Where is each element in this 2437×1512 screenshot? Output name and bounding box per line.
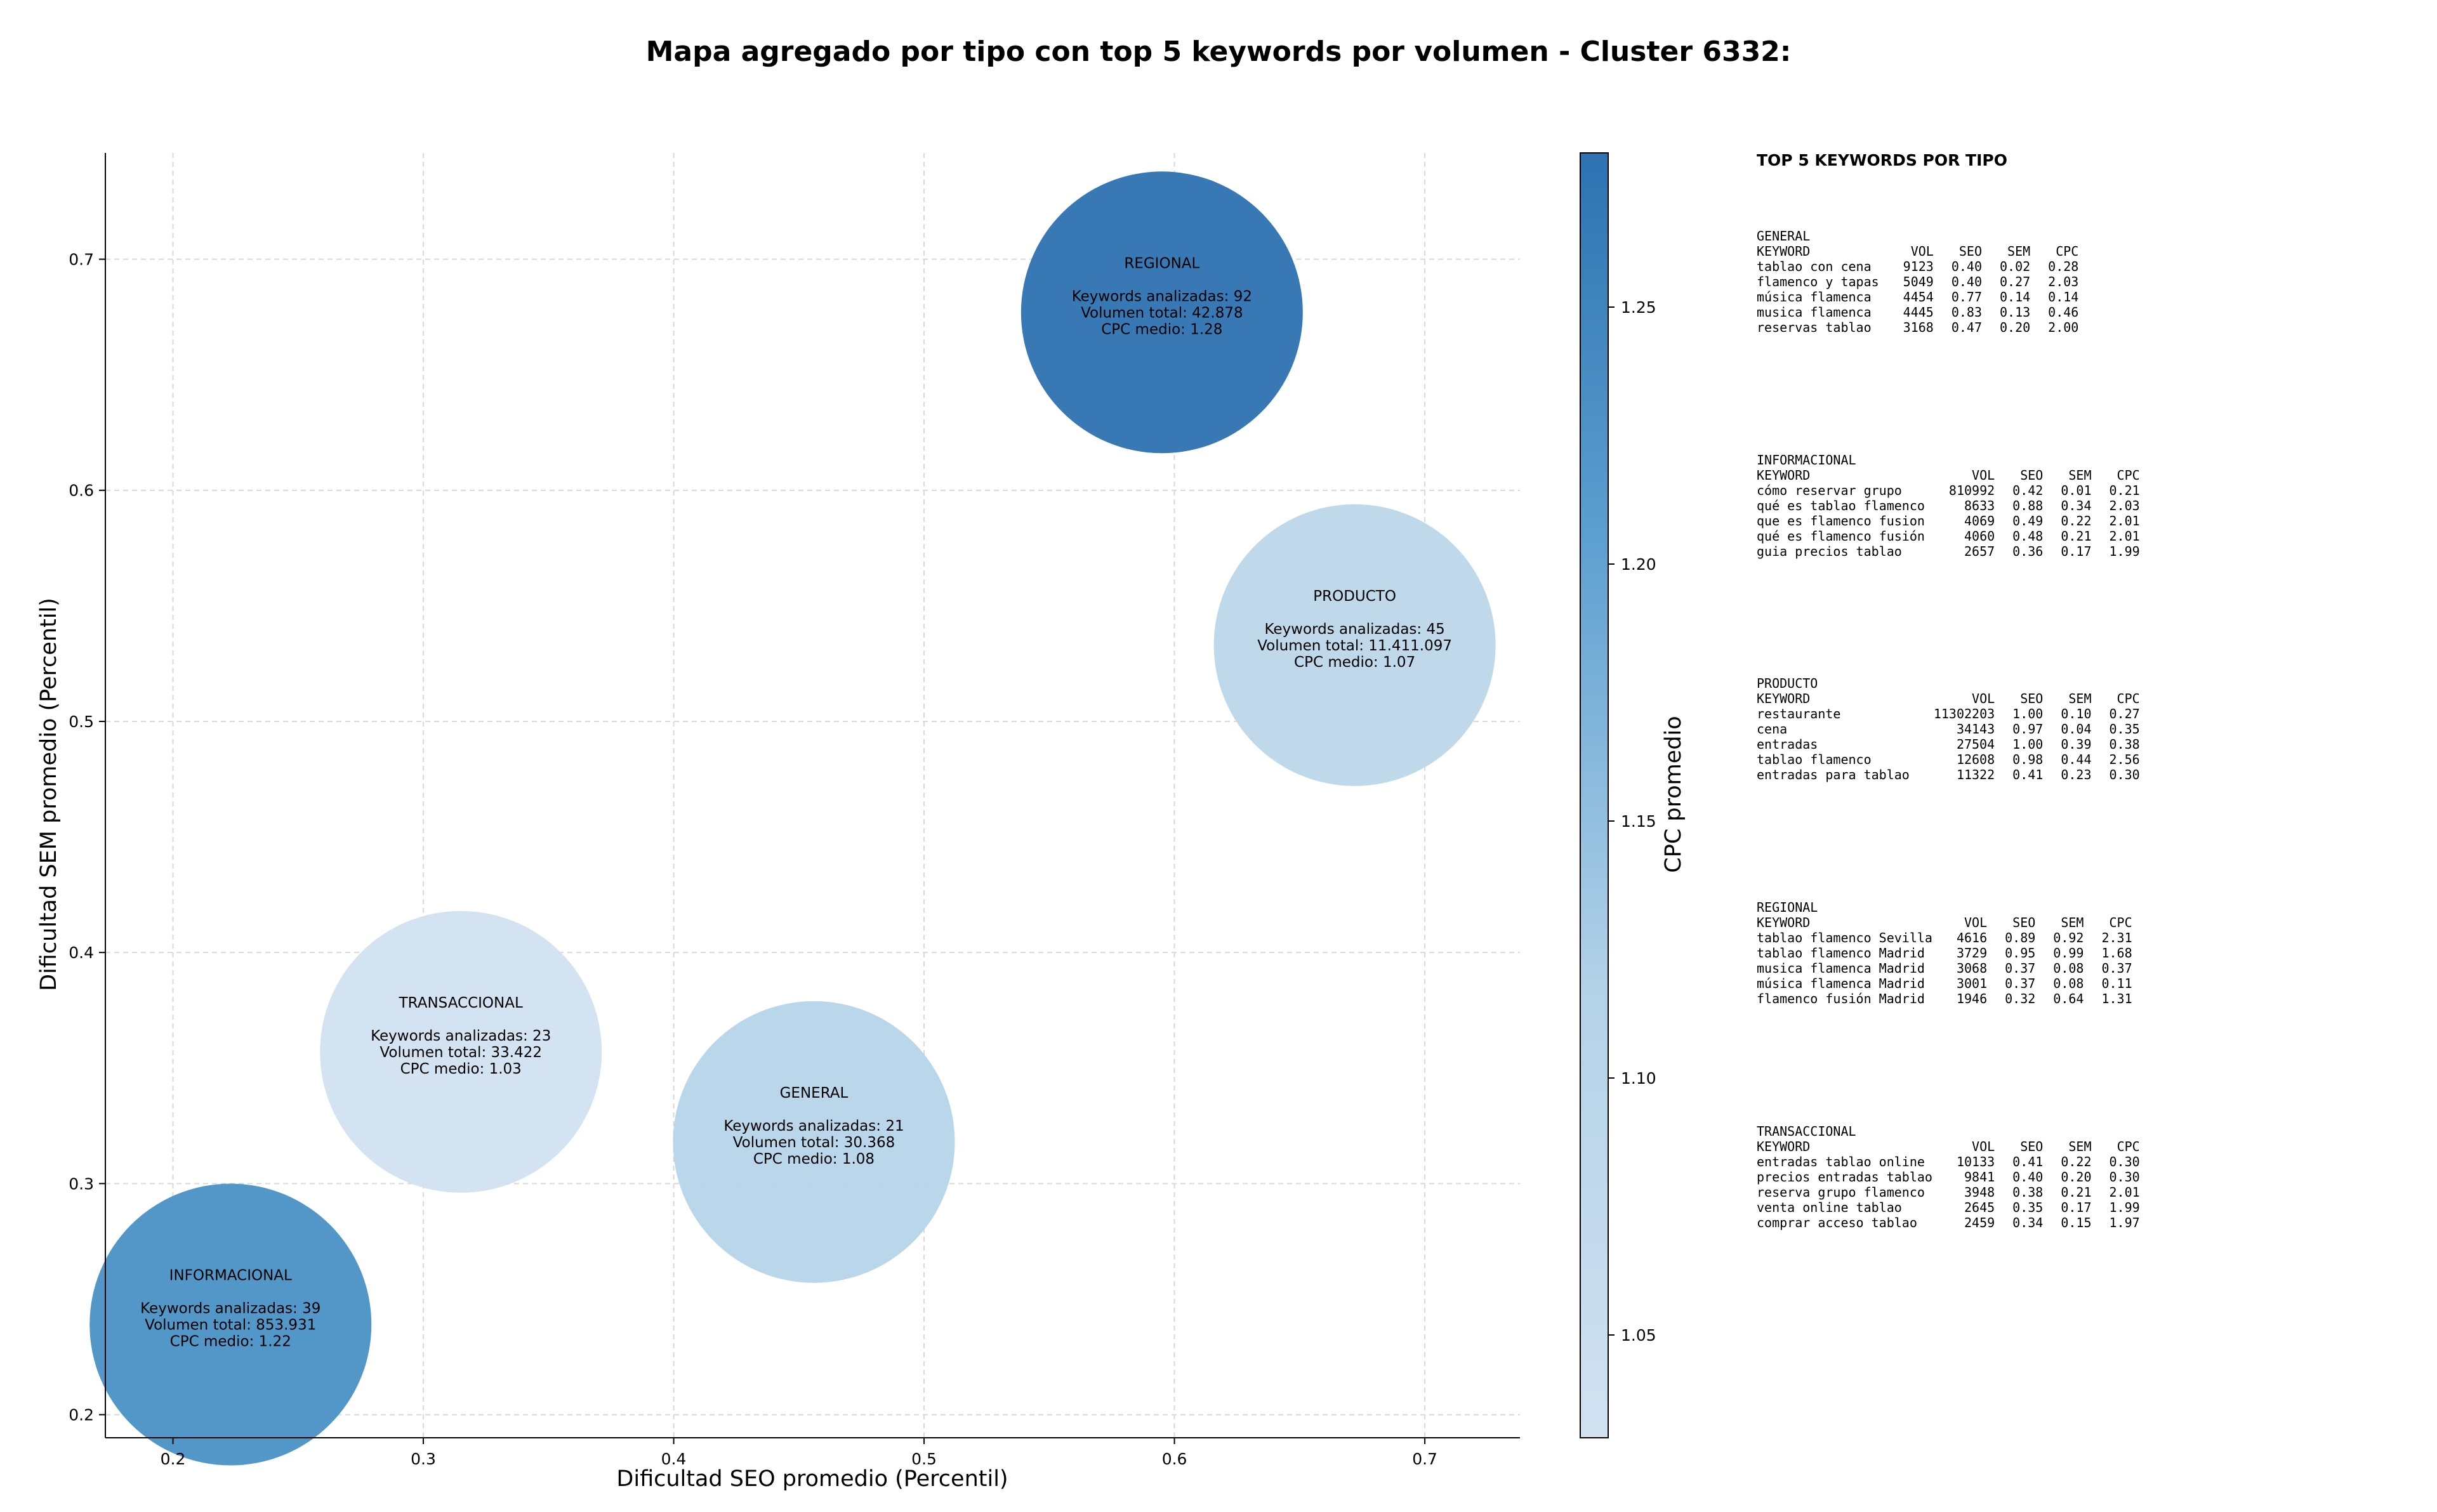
y-tick-label: 0.2	[69, 1406, 94, 1424]
table-row: entradas para tablao 11322 0.41 0.23 0.30	[1757, 767, 2140, 782]
table-row: musica flamenca Madrid 3068 0.37 0.08 0.37	[1757, 961, 2132, 976]
bubble-cpc-label: CPC medio: 1.03	[400, 1061, 522, 1077]
colorbar-tick-label: 1.15	[1621, 812, 1656, 831]
table-row: tablao con cena 9123 0.40 0.02 0.28	[1757, 259, 2079, 274]
bubble-keywords-label: Keywords analizadas: 23	[371, 1028, 551, 1044]
table-row: flamenco y tapas 5049 0.40 0.27 2.03	[1757, 274, 2079, 289]
x-tick-label: 0.6	[1162, 1450, 1187, 1468]
y-axis-label: Dificultad SEM promedio (Percentil)	[36, 598, 62, 991]
y-tick-label: 0.7	[69, 251, 94, 269]
panel-title: TOP 5 KEYWORDS POR TIPO	[1757, 151, 2007, 169]
table-header: KEYWORD VOL SEO SEM CPC	[1757, 468, 2140, 483]
bubble-circle	[1020, 171, 1303, 454]
table-row: cena 34143 0.97 0.04 0.35	[1757, 721, 2140, 737]
table-row: entradas tablao online 10133 0.41 0.22 0.30	[1757, 1154, 2140, 1169]
table-row: tablao flamenco 12608 0.98 0.44 2.56	[1757, 752, 2140, 767]
table-row: venta online tablao 2645 0.35 0.17 1.99	[1757, 1200, 2140, 1215]
keyword-table-transaccional: TRANSACCIONAL KEYWORD VOL SEO SEM CPC entradas…	[1757, 1124, 2140, 1230]
bubble-type-label: REGIONAL	[1124, 255, 1199, 272]
bubble-volume-label: Volumen total: 853.931	[145, 1317, 316, 1334]
colorbar: 1.05 1.10 1.15 1.20 1.25	[1580, 152, 1656, 1438]
bubble-transaccional: TRANSACCIONAL Keywords analizadas: 23Volu…	[320, 910, 602, 1193]
bubble-circle	[89, 1183, 372, 1466]
bubble-type-label: TRANSACCIONAL	[399, 995, 523, 1011]
colorbar-tick-label: 1.20	[1621, 555, 1656, 574]
x-tick-label: 0.3	[411, 1450, 436, 1468]
bubble-volume-label: Volumen total: 11.411.097	[1257, 638, 1452, 654]
keyword-table-general: GENERAL KEYWORD VOL SEO SEM CPC tablao con cen…	[1757, 228, 2078, 335]
bubble-cpc-label: CPC medio: 1.08	[753, 1151, 875, 1167]
bubble-keywords-label: Keywords analizadas: 45	[1264, 621, 1444, 638]
table-header: KEYWORD VOL SEO SEM CPC	[1757, 691, 2140, 706]
colorbar-tick-label: 1.10	[1621, 1069, 1656, 1088]
bubble-cpc-label: CPC medio: 1.07	[1294, 654, 1415, 671]
table-row: música flamenca 4454 0.77 0.14 0.14	[1757, 289, 2079, 305]
grid	[105, 153, 1520, 1438]
table-row: tablao flamenco Madrid 3729 0.95 0.99 1.68	[1757, 945, 2132, 961]
table-row: cómo reservar grupo 810992 0.42 0.01 0.21	[1757, 483, 2140, 498]
table-row: guia precios tablao 2657 0.36 0.17 1.99	[1757, 544, 2140, 559]
table-row: flamenco fusión Madrid 1946 0.32 0.64 1.31	[1757, 991, 2132, 1006]
bubble-type-label: PRODUCTO	[1313, 588, 1396, 605]
table-header: KEYWORD VOL SEO SEM CPC	[1757, 915, 2132, 930]
table-group-name: TRANSACCIONAL	[1757, 1124, 1856, 1139]
bubble-circle	[673, 1001, 955, 1283]
x-tick-label: 0.5	[911, 1450, 937, 1468]
x-tick-label: 0.7	[1412, 1450, 1437, 1468]
table-row: reservas tablao 3168 0.47 0.20 2.00	[1757, 320, 2079, 335]
table-row: musica flamenca 4445 0.83 0.13 0.46	[1757, 305, 2079, 320]
chart-title: Mapa agregado por tipo con top 5 keyword…	[646, 36, 1792, 68]
table-row: qué es flamenco fusión 4060 0.48 0.21 2.01	[1757, 529, 2140, 544]
x-tick-label: 0.4	[661, 1450, 687, 1468]
table-row: que es flamenco fusion 4069 0.49 0.22 2.01	[1757, 513, 2140, 529]
keyword-table-informacional: INFORMACIONAL KEYWORD VOL SEO SEM CPC cómo res…	[1757, 452, 2140, 559]
bubble-volume-label: Volumen total: 30.368	[733, 1134, 895, 1151]
bubble-circle	[320, 910, 602, 1193]
table-row: qué es tablao flamenco 8633 0.88 0.34 2.03	[1757, 498, 2140, 513]
table-row: entradas 27504 1.00 0.39 0.38	[1757, 737, 2140, 752]
table-row: música flamenca Madrid 3001 0.37 0.08 0.11	[1757, 976, 2132, 991]
table-row: precios entradas tablao 9841 0.40 0.20 0.30	[1757, 1169, 2140, 1185]
table-row: restaurante 11302203 1.00 0.10 0.27	[1757, 706, 2140, 721]
colorbar-gradient	[1580, 152, 1609, 1438]
bubble-cpc-label: CPC medio: 1.28	[1101, 321, 1222, 338]
bubble-type-label: INFORMACIONAL	[169, 1268, 292, 1284]
table-header: KEYWORD VOL SEO SEM CPC	[1757, 244, 2079, 259]
bubble-circle	[1213, 504, 1496, 786]
keyword-table-producto: PRODUCTO KEYWORD VOL SEO SEM CPC restaurante 11…	[1757, 676, 2140, 782]
bubble-keywords-label: Keywords analizadas: 21	[723, 1118, 904, 1134]
y-tick-label: 0.6	[69, 482, 94, 500]
bubble-keywords-label: Keywords analizadas: 39	[140, 1301, 320, 1317]
table-group-name: REGIONAL	[1757, 900, 1818, 915]
y-tick-label: 0.3	[69, 1174, 94, 1193]
bubble-keywords-label: Keywords analizadas: 92	[1072, 288, 1252, 305]
table-row: reserva grupo flamenco 3948 0.38 0.21 2.01	[1757, 1185, 2140, 1200]
y-tick-label: 0.4	[69, 943, 94, 962]
table-row: comprar acceso tablao 2459 0.34 0.15 1.97	[1757, 1215, 2140, 1230]
keywords-panel: TOP 5 KEYWORDS POR TIPO	[1757, 151, 2007, 169]
colorbar-label: CPC promedio	[1661, 716, 1686, 872]
table-group-name: INFORMACIONAL	[1757, 452, 1856, 468]
bubble-cpc-label: CPC medio: 1.22	[170, 1334, 291, 1350]
table-group-name: PRODUCTO	[1757, 676, 1818, 691]
bubble-volume-label: Volumen total: 42.878	[1081, 305, 1243, 321]
table-header: KEYWORD VOL SEO SEM CPC	[1757, 1139, 2140, 1154]
bubble-informacional: INFORMACIONAL Keywords analizadas: 39Volu…	[89, 1183, 372, 1466]
colorbar-tick-label: 1.25	[1621, 298, 1656, 317]
table-row: tablao flamenco Sevilla 4616 0.89 0.92 2.31	[1757, 930, 2132, 945]
table-group-name: GENERAL	[1757, 228, 1811, 244]
x-axis-label: Dificultad SEO promedio (Percentil)	[616, 1466, 1008, 1492]
y-tick-label: 0.5	[69, 713, 94, 731]
axes: 0.2 0.3 0.4 0.5 0.6 0.7 0.2 0.3 0.4 0.5 0.6 0.7	[69, 153, 1520, 1468]
x-tick-label: 0.2	[161, 1450, 186, 1468]
keyword-table-regional: REGIONAL KEYWORD VOL SEO SEM CPC tablao flamen…	[1757, 900, 2132, 1006]
colorbar-tick-label: 1.05	[1621, 1326, 1656, 1344]
bubble-volume-label: Volumen total: 33.422	[380, 1044, 542, 1061]
bubble-type-label: GENERAL	[780, 1085, 849, 1101]
